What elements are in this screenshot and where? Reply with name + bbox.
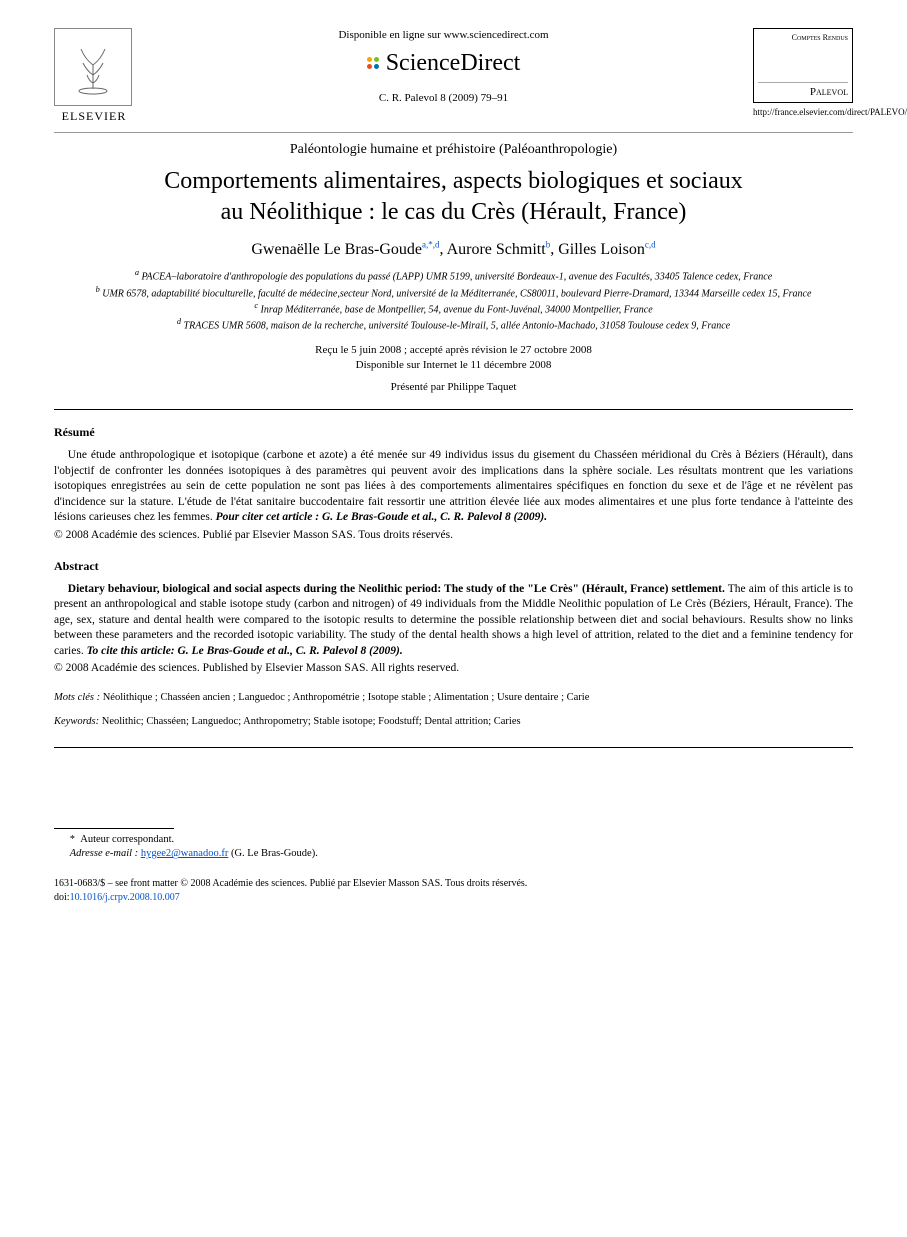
- author-affil-marks[interactable]: c,d: [645, 239, 656, 249]
- footer-meta: 1631-0683/$ – see front matter © 2008 Ac…: [54, 877, 853, 905]
- abstract-body: Dietary behaviour, biological and social…: [54, 582, 853, 660]
- affiliation: b UMR 6578, adaptabilité bioculturelle, …: [94, 285, 814, 300]
- resume-copyright: © 2008 Académie des sciences. Publié par…: [54, 528, 853, 544]
- journal-citation: C. R. Palevol 8 (2009) 79–91: [144, 91, 743, 106]
- journal-badge: Comptes Rendus Palevol http://france.els…: [753, 28, 853, 118]
- sd-dot: [374, 57, 379, 62]
- issn-line: 1631-0683/$ – see front matter © 2008 Ac…: [54, 877, 853, 891]
- sd-dot: [367, 64, 372, 69]
- mots-cles-values: Néolithique ; Chasséen ancien ; Languedo…: [100, 692, 589, 703]
- author-affil-marks[interactable]: a,*,d: [422, 239, 440, 249]
- keywords-row: Keywords: Neolithic; Chasséen; Languedoc…: [54, 715, 853, 729]
- mots-cles-label: Mots clés :: [54, 692, 100, 703]
- sd-dot: [367, 57, 372, 62]
- article-dates: Reçu le 5 juin 2008 ; accepté après révi…: [54, 343, 853, 373]
- resume-cite: Pour citer cet article : G. Le Bras-Goud…: [216, 511, 548, 523]
- author-affil-marks[interactable]: b: [546, 239, 551, 249]
- article-subject: Paléontologie humaine et préhistoire (Pa…: [54, 141, 853, 160]
- header-bar: ELSEVIER Disponible en ligne sur www.sci…: [54, 28, 853, 124]
- journal-badge-box: Comptes Rendus Palevol: [753, 28, 853, 103]
- dates-online: Disponible sur Internet le 11 décembre 2…: [54, 358, 853, 373]
- authors-list: Gwenaëlle Le Bras-Goudea,*,d, Aurore Sch…: [54, 238, 853, 260]
- affiliation: d TRACES UMR 5608, maison de la recherch…: [94, 317, 814, 332]
- abstract-cite: To cite this article: G. Le Bras-Goude e…: [87, 645, 403, 657]
- online-availability: Disponible en ligne sur www.sciencedirec…: [144, 28, 743, 43]
- author: Gwenaëlle Le Bras-Goudea,*,d: [251, 241, 439, 258]
- article-title: Comportements alimentaires, aspects biol…: [54, 166, 853, 228]
- dates-received: Reçu le 5 juin 2008 ; accepté après révi…: [54, 343, 853, 358]
- journal-badge-top: Comptes Rendus: [758, 33, 848, 44]
- doi-link[interactable]: 10.1016/j.crpv.2008.10.007: [70, 892, 180, 903]
- sd-dot: [374, 64, 379, 69]
- header-abstract-rule: [54, 409, 853, 410]
- abstract-en-title: Dietary behaviour, biological and social…: [68, 583, 725, 595]
- sciencedirect-text: ScienceDirect: [386, 47, 521, 79]
- author: Gilles Loisonc,d: [558, 241, 655, 258]
- elsevier-label: ELSEVIER: [54, 108, 134, 124]
- title-line2: au Néolithique : le cas du Crès (Hérault…: [221, 199, 687, 225]
- presented-by: Présenté par Philippe Taquet: [54, 380, 853, 395]
- affiliations: a PACEA–laboratoire d'anthropologie des …: [94, 268, 814, 332]
- header-rule: [54, 132, 853, 133]
- publisher-logo: ELSEVIER: [54, 28, 134, 124]
- abstract-heading: Abstract: [54, 558, 853, 574]
- footnote-separator: [54, 828, 174, 829]
- sciencedirect-logo[interactable]: ScienceDirect: [367, 47, 521, 79]
- journal-badge-bottom: Palevol: [758, 82, 848, 100]
- title-line1: Comportements alimentaires, aspects biol…: [164, 168, 743, 194]
- keywords-label: Keywords:: [54, 716, 99, 727]
- footnotes: * Auteur correspondant. Adresse e-mail :…: [54, 833, 853, 861]
- abstract-copyright: © 2008 Académie des sciences. Published …: [54, 661, 853, 677]
- corresponding-email: Adresse e-mail : hygee2@wanadoo.fr (G. L…: [54, 847, 853, 861]
- email-link[interactable]: hygee2@wanadoo.fr: [141, 848, 229, 859]
- doi-line: doi:10.1016/j.crpv.2008.10.007: [54, 891, 853, 905]
- elsevier-tree-icon: [54, 28, 132, 106]
- sciencedirect-dots-icon: [367, 57, 380, 70]
- resume-heading: Résumé: [54, 424, 853, 440]
- corresponding-author: * Auteur correspondant.: [54, 833, 853, 847]
- author: Aurore Schmittb: [447, 241, 551, 258]
- affiliation: c Inrap Méditerranée, base de Montpellie…: [94, 301, 814, 316]
- mots-cles-row: Mots clés : Néolithique ; Chasséen ancie…: [54, 691, 853, 705]
- center-header: Disponible en ligne sur www.sciencedirec…: [134, 28, 753, 106]
- journal-url[interactable]: http://france.elsevier.com/direct/PALEVO…: [753, 106, 853, 118]
- keywords-values: Neolithic; Chasséen; Languedoc; Anthropo…: [99, 716, 520, 727]
- abstract-footer-rule: [54, 747, 853, 748]
- affiliation: a PACEA–laboratoire d'anthropologie des …: [94, 268, 814, 283]
- resume-body: Une étude anthropologique et isotopique …: [54, 448, 853, 526]
